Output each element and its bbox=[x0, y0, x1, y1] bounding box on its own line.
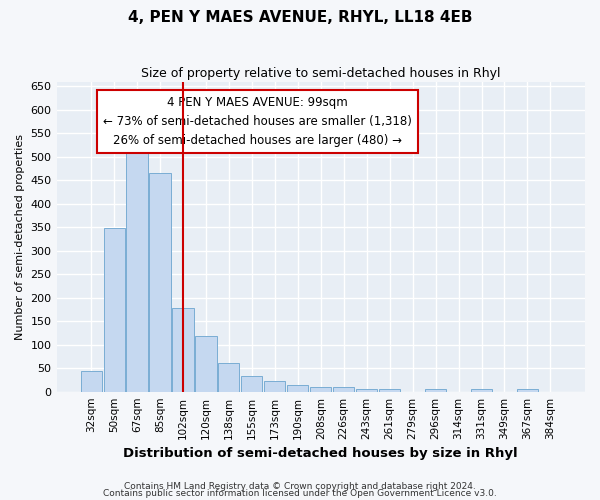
Bar bbox=[379, 390, 400, 392]
Y-axis label: Number of semi-detached properties: Number of semi-detached properties bbox=[15, 134, 25, 340]
Bar bbox=[471, 390, 492, 392]
Bar bbox=[287, 384, 308, 392]
Bar bbox=[149, 174, 170, 392]
Bar bbox=[218, 364, 239, 392]
Bar bbox=[264, 382, 286, 392]
Title: Size of property relative to semi-detached houses in Rhyl: Size of property relative to semi-detach… bbox=[141, 68, 500, 80]
Bar bbox=[80, 370, 101, 392]
Bar bbox=[310, 387, 331, 392]
Text: Contains HM Land Registry data © Crown copyright and database right 2024.: Contains HM Land Registry data © Crown c… bbox=[124, 482, 476, 491]
Bar bbox=[333, 387, 354, 392]
Bar bbox=[196, 336, 217, 392]
Text: 4, PEN Y MAES AVENUE, RHYL, LL18 4EB: 4, PEN Y MAES AVENUE, RHYL, LL18 4EB bbox=[128, 10, 472, 25]
Text: 4 PEN Y MAES AVENUE: 99sqm
← 73% of semi-detached houses are smaller (1,318)
26%: 4 PEN Y MAES AVENUE: 99sqm ← 73% of semi… bbox=[103, 96, 412, 146]
Bar bbox=[127, 140, 148, 392]
Bar bbox=[172, 308, 194, 392]
Text: Contains public sector information licensed under the Open Government Licence v3: Contains public sector information licen… bbox=[103, 490, 497, 498]
Bar bbox=[356, 390, 377, 392]
Bar bbox=[241, 376, 262, 392]
Bar bbox=[517, 390, 538, 392]
Bar bbox=[104, 228, 125, 392]
X-axis label: Distribution of semi-detached houses by size in Rhyl: Distribution of semi-detached houses by … bbox=[124, 447, 518, 460]
Bar bbox=[425, 390, 446, 392]
